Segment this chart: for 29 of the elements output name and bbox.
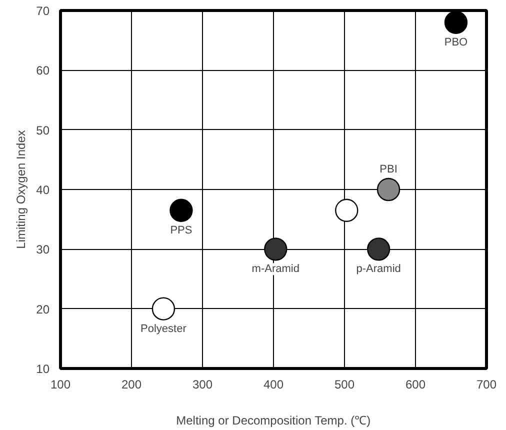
point [444,10,468,34]
y-tick-label: 50 [36,123,50,138]
point [376,178,400,202]
x-axis-title: Melting or Decomposition Temp. (℃) [176,414,371,428]
y-tick-label: 70 [36,4,50,18]
y-tick-label: 30 [36,242,50,257]
annotation: PBO [444,36,468,48]
y-tick-label: 10 [36,362,50,376]
annotation: PPS [170,224,192,236]
annotation: p-Aramid [356,263,401,276]
y-tick-label: 40 [36,183,50,197]
x-tick-label: 700 [476,378,497,392]
point [152,297,176,320]
annotation: m-Aramid [252,263,300,276]
point [335,198,358,222]
annotation: Polyester [140,322,187,335]
point [366,238,390,261]
point [170,198,193,222]
y-tick-label: 60 [36,64,50,78]
x-tick-label: 500 [334,378,355,392]
x-tick-label: 600 [405,378,426,392]
x-tick-label: 400 [263,378,284,392]
x-tick-label: 200 [121,378,142,392]
point [264,238,288,261]
x-tick-label: 300 [192,378,213,392]
y-axis-title: Limiting Oxygen Index [14,130,28,249]
y-tick-label: 20 [36,302,50,316]
x-tick-label: 100 [50,378,71,392]
annotation: PBI [380,164,398,176]
